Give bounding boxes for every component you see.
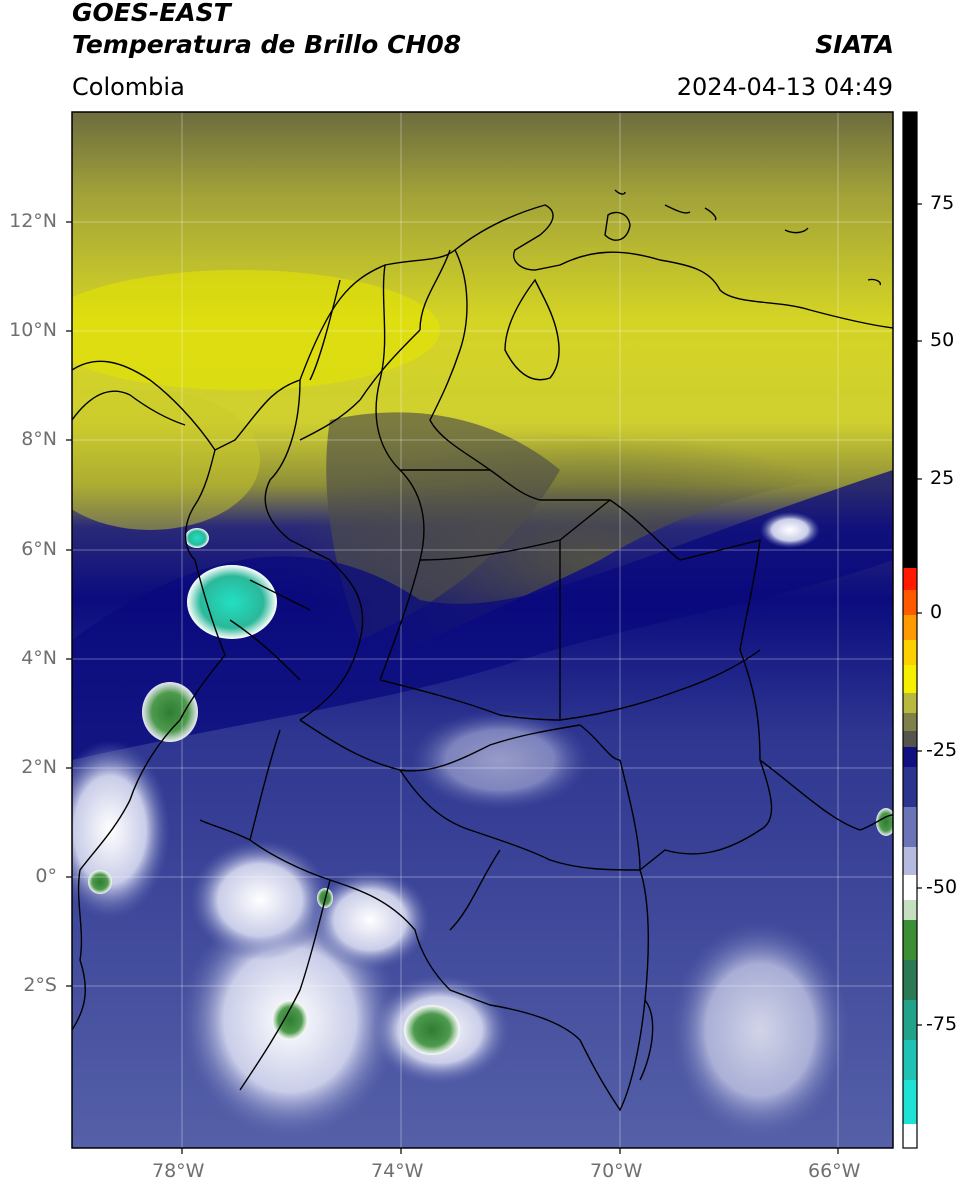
colorbar-tick-label: 25 (930, 467, 955, 489)
lat-tick-label: 0° (35, 865, 57, 887)
coastlines-and-borders (72, 189, 893, 1112)
graticule (72, 112, 893, 1148)
product-title-line1: GOES-EAST (72, 0, 231, 27)
colorbar-tick-label: -50 (926, 876, 958, 898)
lon-tick-marks (181, 1148, 839, 1154)
lat-tick-label: 12°N (9, 210, 57, 232)
timestamp-label: 2024-04-13 04:49 (676, 73, 893, 101)
lat-tick-label: 2°S (23, 974, 57, 996)
lat-tick-label: 6°N (21, 538, 57, 560)
lat-tick-label: 2°N (21, 756, 57, 778)
lon-tick-label: 66°W (808, 1160, 861, 1182)
lat-tick-label: 10°N (9, 319, 57, 341)
region-label: Colombia (72, 73, 185, 101)
colorbar (902, 111, 922, 1149)
lat-tick-marks (66, 221, 72, 987)
source-label: SIATA (815, 30, 894, 59)
colorbar-tick-label: -75 (926, 1013, 958, 1035)
product-title-line2: Temperatura de Brillo CH08 (72, 30, 462, 59)
map-frame (71, 111, 894, 1149)
lat-tick-label: 4°N (21, 647, 57, 669)
lon-tick-label: 74°W (371, 1160, 424, 1182)
colorbar-tick-label: -25 (926, 739, 958, 761)
brightness-temperature-field (72, 112, 893, 1148)
lat-tick-label: 8°N (21, 428, 57, 450)
colorbar-tick-label: 50 (930, 329, 955, 351)
colorbar-tick-label: 0 (930, 601, 943, 623)
lon-tick-label: 78°W (152, 1160, 205, 1182)
lon-tick-label: 70°W (590, 1160, 643, 1182)
colorbar-tick-label: 75 (930, 192, 955, 214)
